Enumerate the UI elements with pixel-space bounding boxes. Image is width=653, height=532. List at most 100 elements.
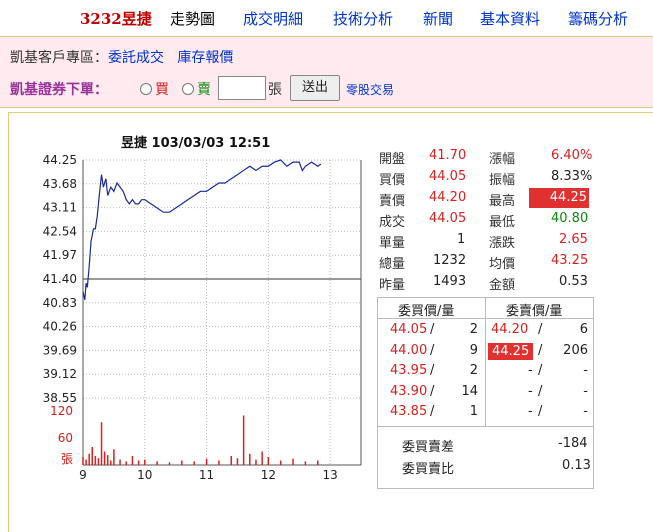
top-nav: 3232昱捷 走勢圖 成交明細 技術分析 新聞 基本資料 籌碼分析: [0, 0, 653, 34]
time-tick-label: 11: [199, 468, 214, 482]
order-book-slash: /: [538, 383, 543, 399]
trade-label: 成交: [379, 215, 406, 230]
submit-button[interactable]: 送出: [290, 75, 340, 101]
quote-panel: 昱捷 103/03/03 12:51 44.25 43.68 43.11 42.54 4…: [8, 112, 653, 532]
avg-value: 43.25: [551, 253, 589, 268]
time-tick-label: 12: [261, 468, 276, 482]
price-tick-label: 42.54: [43, 224, 77, 238]
order-book-bp: 43.85: [390, 404, 428, 419]
volume-tick-label: 60: [58, 431, 73, 445]
intraday-chart: 44.25 43.68 43.11 42.54 41.97 41.40 40.83 40.26…: [43, 153, 362, 482]
unit-label: 張: [268, 82, 282, 98]
broker-panel: 凱基客戶專區：委託成交 庫存報價 凱基證券下單： 買 賣 張 送出 零股交易: [0, 36, 653, 108]
nav-trades[interactable]: 成交明細: [243, 10, 304, 28]
order-book-slash: /: [430, 322, 435, 337]
price-tick-label: 43.68: [43, 177, 77, 191]
prev-value: 1493: [433, 274, 467, 289]
amt-label: 金額: [489, 278, 516, 293]
buy-label: 買: [155, 82, 169, 98]
avg-label: 均價: [489, 257, 516, 272]
orders-link[interactable]: 委託成交: [108, 50, 164, 66]
ask-value: 44.20: [429, 190, 467, 205]
order-book-slash: /: [430, 342, 435, 358]
chg-value: 2.65: [559, 232, 588, 247]
order-book-slash: /: [538, 363, 543, 378]
order-book-ap: -: [528, 383, 533, 399]
open-label: 開盤: [379, 152, 406, 167]
high-value: 44.25: [529, 188, 589, 208]
order-book-ap: -: [528, 404, 533, 419]
nav-technical[interactable]: 技術分析: [333, 10, 394, 28]
order-book-aq: -: [583, 363, 588, 378]
bid-value: 44.05: [429, 169, 467, 184]
chg-label: 漲跌: [489, 236, 516, 251]
price-tick-label: 41.40: [43, 272, 77, 286]
total-label: 總量: [379, 257, 406, 272]
buy-radio[interactable]: [140, 83, 152, 95]
order-book-divider-h: [378, 426, 593, 427]
order-label: 凱基證券下單：: [10, 82, 108, 98]
trade-value: 44.05: [429, 211, 467, 226]
order-book-bp: 43.95: [390, 363, 428, 378]
diff-label: 委買賣差: [402, 440, 455, 455]
nav-basic-info[interactable]: 基本資料: [480, 10, 541, 28]
volume-label: 單量: [379, 236, 406, 251]
nav-trend[interactable]: 走勢圖: [170, 10, 216, 28]
inventory-link[interactable]: 庫存報價: [177, 50, 234, 66]
nav-news[interactable]: 新聞: [423, 10, 454, 28]
bid-label: 買價: [379, 173, 406, 188]
price-tick-label: 44.25: [43, 153, 77, 167]
broker-row: 凱基客戶專區：委託成交 庫存報價: [10, 47, 233, 67]
order-book-slash: /: [430, 383, 435, 399]
price-tick-label: 43.11: [43, 201, 77, 215]
order-book-aq: 6: [579, 322, 588, 337]
broker-label: 凱基客戶專區：: [10, 50, 108, 66]
order-book-slash: /: [538, 322, 543, 337]
sell-radio[interactable]: [182, 83, 194, 95]
amp-label: 振幅: [489, 173, 516, 188]
order-book-slash: /: [538, 342, 543, 358]
order-book: 委買價/量 委賣價/量 44.05/2 44.20/6 44.00/9 44.25/2…: [377, 297, 594, 489]
stock-title: 3232昱捷: [80, 10, 152, 28]
price-line: [82, 159, 322, 301]
volume-unit-label: 張: [61, 452, 73, 466]
order-book-slash: /: [538, 404, 543, 419]
quantity-input[interactable]: [218, 76, 266, 100]
order-book-bp: 43.90: [390, 383, 428, 399]
odd-lot-link[interactable]: 零股交易: [346, 83, 395, 97]
order-book-aq: 206: [563, 342, 588, 358]
price-tick-label: 39.12: [43, 367, 77, 381]
price-tick-label: 38.55: [43, 391, 77, 405]
order-book-bq: 9: [469, 342, 478, 358]
diff-value: -184: [558, 436, 588, 451]
price-tick-label: 41.97: [43, 248, 77, 262]
ask-label: 賣價: [379, 194, 406, 209]
nav-chips[interactable]: 籌碼分析: [568, 10, 629, 28]
low-value: 40.80: [551, 211, 589, 226]
order-book-bq: 2: [469, 322, 478, 337]
order-book-aq: -: [583, 404, 588, 419]
order-book-ap: 44.25: [488, 342, 534, 360]
order-book-divider: [485, 298, 486, 426]
time-tick-label: 10: [137, 468, 152, 482]
order-book-bq: 1: [469, 404, 478, 419]
volume-value: 1: [457, 232, 466, 247]
order-book-slash: /: [430, 404, 435, 419]
chg-pct-label: 漲幅: [489, 152, 516, 167]
sell-label: 賣: [197, 82, 211, 98]
prev-label: 昨量: [379, 278, 406, 293]
total-value: 1232: [433, 253, 467, 268]
time-tick-label: 9: [79, 468, 87, 482]
order-book-ap: -: [528, 363, 533, 378]
time-tick-label: 13: [322, 468, 337, 482]
order-book-bq: 14: [461, 383, 478, 399]
volume-tick-label: 120: [50, 404, 73, 418]
order-book-slash: /: [430, 363, 435, 378]
order-book-ap: 44.20: [491, 322, 529, 337]
ratio-label: 委買賣比: [402, 462, 455, 477]
order-book-bq: 2: [469, 363, 478, 378]
ask-header: 委賣價/量: [506, 304, 563, 319]
price-tick-label: 40.26: [43, 320, 77, 334]
order-book-bp: 44.00: [390, 342, 428, 358]
amp-value: 8.33%: [551, 169, 593, 184]
